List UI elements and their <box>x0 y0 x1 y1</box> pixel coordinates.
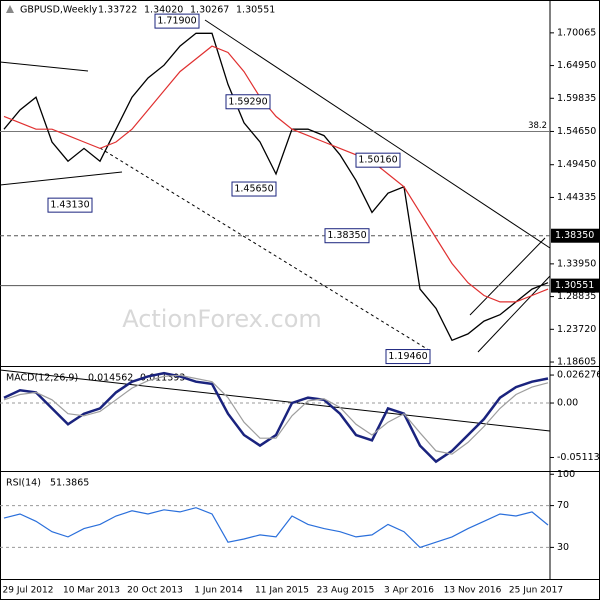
trendlines <box>0 19 551 432</box>
panel-title: GBPUSD,Weekly <box>20 5 98 16</box>
annotation-box <box>47 197 93 213</box>
y-tick-label: 1.44335 <box>557 192 596 203</box>
level-box <box>551 278 599 293</box>
annotation-box <box>355 152 401 168</box>
x-tick-label: 20 Oct 2013 <box>127 586 183 596</box>
y-tick-label: 70 <box>557 500 569 511</box>
annotation-label: 1.19460 <box>388 351 427 362</box>
annotation-label: 1.59290 <box>228 96 267 107</box>
x-tick-label: 10 Mar 2013 <box>63 586 120 596</box>
fib-label: 38.2 <box>528 121 547 131</box>
panel-title: MACD(12,26,9) <box>6 373 78 384</box>
series-line <box>3 32 549 342</box>
y-tick-label: 0.00 <box>557 398 578 409</box>
series-line <box>3 507 549 549</box>
y-tick-label: 1.70065 <box>557 27 596 38</box>
annotation-box <box>385 349 431 365</box>
y-tick-label: 1.28835 <box>557 291 596 302</box>
header-value: 51.3865 <box>50 478 89 489</box>
y-tick-label: -0.051137 <box>557 452 600 463</box>
series-line <box>3 371 549 464</box>
annotation-box <box>154 13 200 29</box>
level-box <box>551 228 599 243</box>
panel-title: RSI(14) <box>6 478 41 489</box>
y-tick-label: 1.33950 <box>557 258 596 269</box>
x-tick-label: 1 Jun 2014 <box>194 586 243 596</box>
y-tick-label: 100 <box>557 469 575 480</box>
annotation-label: 1.38350 <box>327 230 366 241</box>
icon <box>6 5 14 13</box>
annotation-box <box>225 94 271 110</box>
quote-value: 1.34020 <box>144 5 183 16</box>
header-value: 0.014562 <box>88 373 133 384</box>
watermark: ActionForex.com <box>122 305 322 333</box>
annotation-label: 1.45650 <box>234 184 273 195</box>
quote-value: 1.30267 <box>190 5 229 16</box>
x-tick-label: 3 Apr 2016 <box>384 586 434 596</box>
y-tick-label: 1.49450 <box>557 159 596 170</box>
y-tick-label: 1.23720 <box>557 324 596 335</box>
quote-value: 1.30551 <box>236 5 275 16</box>
x-tick-label: 29 Jul 2012 <box>3 586 54 596</box>
y-tick-label: 1.18605 <box>557 357 596 368</box>
x-tick-label: 23 Aug 2015 <box>317 586 375 596</box>
annotation-box <box>231 181 277 197</box>
level-label: 1.38350 <box>555 230 594 241</box>
quote-value: 1.33722 <box>98 5 137 16</box>
x-tick-label: 11 Jan 2015 <box>255 586 309 596</box>
y-tick-label: 30 <box>557 542 569 553</box>
header-value: 0.011393 <box>140 373 185 384</box>
annotation-box <box>324 228 370 244</box>
y-tick-label: 1.59835 <box>557 93 596 104</box>
x-tick-label: 13 Nov 2016 <box>444 586 502 596</box>
y-tick-label: 1.64950 <box>557 60 596 71</box>
x-tick-label: 25 Jun 2017 <box>509 586 563 596</box>
series-line <box>3 374 549 455</box>
series-line <box>3 45 549 303</box>
y-tick-label: 0.026276 <box>557 370 600 381</box>
annotation-label: 1.50160 <box>358 155 397 166</box>
level-label: 1.30551 <box>555 280 594 291</box>
annotation-label: 1.71900 <box>157 16 196 27</box>
y-tick-label: 1.54650 <box>557 126 596 137</box>
annotation-label: 1.43130 <box>50 200 89 211</box>
